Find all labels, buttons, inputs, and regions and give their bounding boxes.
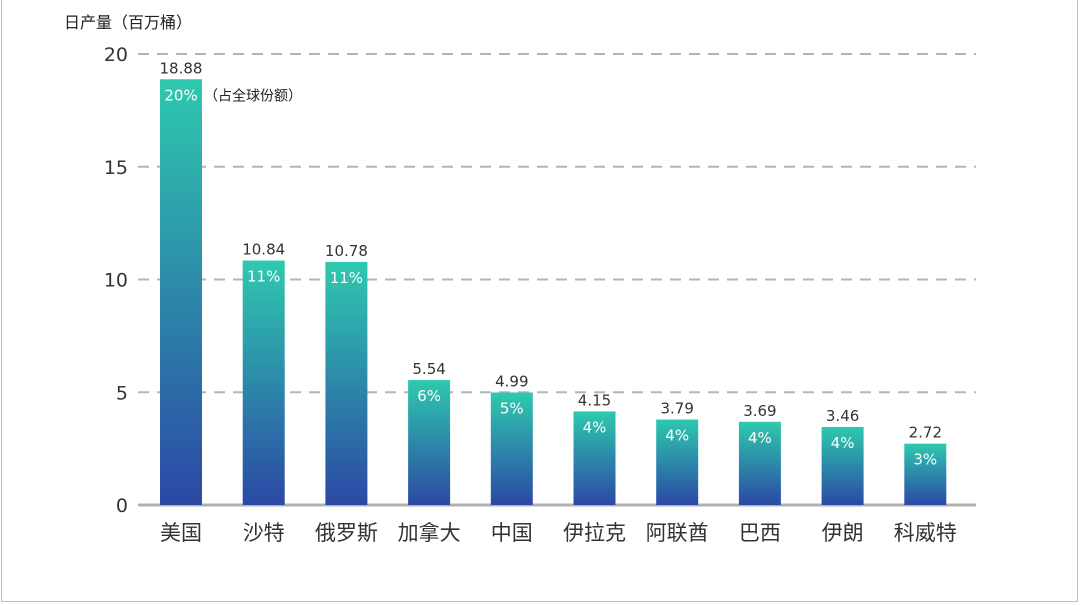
value-label: 4.99 <box>495 372 528 390</box>
y-tick-label: 5 <box>116 382 128 404</box>
x-tick-label: 伊朗 <box>822 521 864 545</box>
bar <box>325 261 368 505</box>
bar <box>738 421 781 505</box>
value-label: 3.79 <box>660 400 693 418</box>
bar <box>904 443 947 505</box>
bar <box>242 260 285 505</box>
y-tick-label: 0 <box>116 495 128 517</box>
share-label: 4% <box>831 434 855 452</box>
x-tick-label: 巴西 <box>739 521 781 545</box>
bar <box>408 380 451 505</box>
value-label: 10.78 <box>325 242 368 260</box>
share-label: 4% <box>583 418 607 436</box>
value-label: 5.54 <box>412 360 445 378</box>
bar <box>160 79 202 506</box>
y-tick-label: 15 <box>104 157 128 179</box>
share-label: 6% <box>417 387 441 405</box>
x-tick-label: 阿联酋 <box>646 521 709 545</box>
y-axis-label: 日产量（百万桶） <box>64 13 192 32</box>
value-label: 18.88 <box>160 59 203 77</box>
value-label: 2.72 <box>909 424 942 442</box>
value-label: 4.15 <box>578 391 611 409</box>
x-tick-label: 加拿大 <box>398 521 461 545</box>
share-label: 5% <box>500 399 524 417</box>
value-label: 3.46 <box>826 407 859 425</box>
x-tick-label: 中国 <box>491 521 533 545</box>
x-tick-label: 俄罗斯 <box>315 521 378 545</box>
share-label: 11% <box>330 269 363 287</box>
y-tick-label: 10 <box>104 270 128 292</box>
bar <box>573 411 616 505</box>
value-label: 10.84 <box>242 241 285 259</box>
bar <box>656 419 699 505</box>
value-label: 3.69 <box>743 402 776 420</box>
share-label: 20% <box>164 86 197 104</box>
share-label: 11% <box>247 268 280 286</box>
x-tick-label: 沙特 <box>243 521 285 545</box>
y-tick-label: 20 <box>104 44 128 66</box>
x-tick-label: 伊拉克 <box>563 521 626 545</box>
share-annotation: （占全球份额） <box>204 87 302 104</box>
share-label: 4% <box>748 429 772 447</box>
bar <box>490 392 533 505</box>
x-tick-label: 美国 <box>160 521 202 545</box>
x-tick-label: 科威特 <box>894 521 957 545</box>
share-label: 3% <box>913 451 937 469</box>
share-label: 4% <box>665 427 689 445</box>
bar <box>821 426 864 505</box>
